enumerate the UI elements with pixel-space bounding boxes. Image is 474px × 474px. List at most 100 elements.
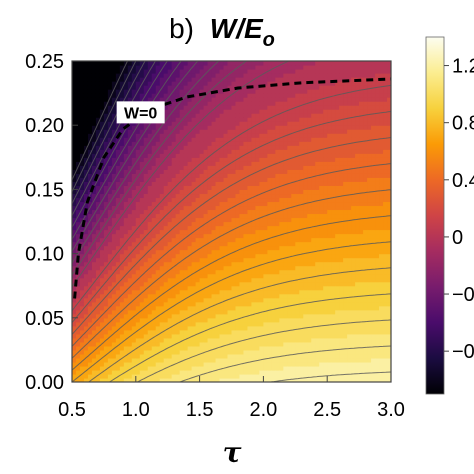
heatmap-cell <box>95 237 101 243</box>
heatmap-cell <box>247 309 253 315</box>
heatmap-cell <box>167 293 173 299</box>
heatmap-cell <box>255 249 261 255</box>
heatmap-cell <box>131 77 137 82</box>
heatmap-cell <box>99 185 105 190</box>
heatmap-cell <box>303 185 308 190</box>
heatmap-cell <box>303 145 308 150</box>
heatmap-cell <box>107 353 113 359</box>
heatmap-cell <box>179 237 185 243</box>
heatmap-cell <box>175 249 181 255</box>
heatmap-cell <box>123 201 129 207</box>
heatmap-cell <box>131 325 137 331</box>
heatmap-cell <box>103 61 109 66</box>
heatmap-cell <box>283 65 288 70</box>
heatmap-cell <box>87 301 93 307</box>
heatmap-cell <box>91 333 97 339</box>
heatmap-cell <box>187 249 193 255</box>
heatmap-cell <box>299 217 304 223</box>
heatmap-cell <box>127 261 133 267</box>
heatmap-cell <box>239 281 245 287</box>
heatmap-cell <box>271 293 276 299</box>
heatmap-cell <box>95 317 101 323</box>
heatmap-cell <box>315 105 320 110</box>
heatmap-cell <box>79 317 85 323</box>
heatmap-cell <box>227 241 233 247</box>
heatmap-cell <box>227 285 233 291</box>
heatmap-cell <box>287 73 292 78</box>
heatmap-cell <box>251 141 257 146</box>
heatmap-cell <box>219 333 225 339</box>
heatmap-cell <box>267 81 272 86</box>
heatmap-cell <box>315 321 320 327</box>
heatmap-cell <box>163 253 169 259</box>
heatmap-cell <box>275 157 280 162</box>
heatmap-cell <box>315 301 320 307</box>
heatmap-cell <box>267 345 272 351</box>
heatmap-cell <box>263 313 268 319</box>
heatmap-cell <box>259 297 264 303</box>
heatmap-cell <box>255 81 261 86</box>
heatmap-cell <box>175 93 181 98</box>
heatmap-cell <box>175 253 181 259</box>
heatmap-cell <box>207 113 213 118</box>
heatmap-cell <box>111 205 117 211</box>
heatmap-cell <box>267 297 272 303</box>
heatmap-cell <box>75 145 81 150</box>
heatmap-cell <box>227 309 233 315</box>
heatmap-cell <box>315 161 320 166</box>
heatmap-cell <box>91 105 97 110</box>
heatmap-cell <box>239 73 245 78</box>
heatmap-cell <box>239 333 245 339</box>
heatmap-cell <box>139 249 145 255</box>
heatmap-cell <box>267 109 272 114</box>
heatmap-cell <box>163 165 169 170</box>
heatmap-cell <box>127 341 133 347</box>
heatmap-cell <box>215 361 221 367</box>
heatmap-cell <box>123 177 129 182</box>
heatmap-cell <box>95 125 101 130</box>
heatmap-cell <box>307 357 312 363</box>
heatmap-cell <box>235 185 241 190</box>
heatmap-cell <box>307 329 312 335</box>
heatmap-cell <box>219 313 225 319</box>
heatmap-cell <box>75 205 81 211</box>
heatmap-cell <box>191 241 197 247</box>
heatmap-cell <box>239 101 245 106</box>
heatmap-cell <box>139 305 145 311</box>
heatmap-cell <box>223 113 229 118</box>
heatmap-cell <box>263 293 268 299</box>
heatmap-cell <box>263 81 268 86</box>
heatmap-cell <box>271 337 276 343</box>
heatmap-cell <box>183 149 189 154</box>
heatmap-cell <box>135 281 141 287</box>
heatmap-cell <box>283 141 288 146</box>
heatmap-cell <box>147 185 153 190</box>
heatmap-cell <box>151 157 157 162</box>
heatmap-cell <box>83 301 89 307</box>
heatmap-cell <box>311 121 316 126</box>
heatmap-cell <box>319 293 324 299</box>
heatmap-cell <box>239 365 245 371</box>
heatmap-cell <box>211 301 217 307</box>
heatmap-cell <box>111 65 117 70</box>
heatmap-cell <box>147 377 153 382</box>
heatmap-cell <box>119 309 125 315</box>
heatmap-cell <box>111 73 117 78</box>
heatmap-cell <box>123 333 129 339</box>
heatmap-cell <box>219 301 225 307</box>
heatmap-cell <box>139 233 145 239</box>
heatmap-cell <box>271 97 276 102</box>
heatmap-cell <box>307 321 312 327</box>
heatmap-cell <box>287 81 292 86</box>
heatmap-cell <box>311 201 316 207</box>
heatmap-cell <box>267 333 272 339</box>
heatmap-cell <box>247 237 253 243</box>
heatmap-cell <box>83 97 89 102</box>
heatmap-cell <box>215 285 221 291</box>
heatmap-cell <box>99 145 105 150</box>
heatmap-cell <box>279 297 284 303</box>
heatmap-cell <box>83 189 89 195</box>
heatmap-cell <box>195 141 201 146</box>
heatmap-cell <box>287 341 292 347</box>
heatmap-cell <box>315 213 320 219</box>
